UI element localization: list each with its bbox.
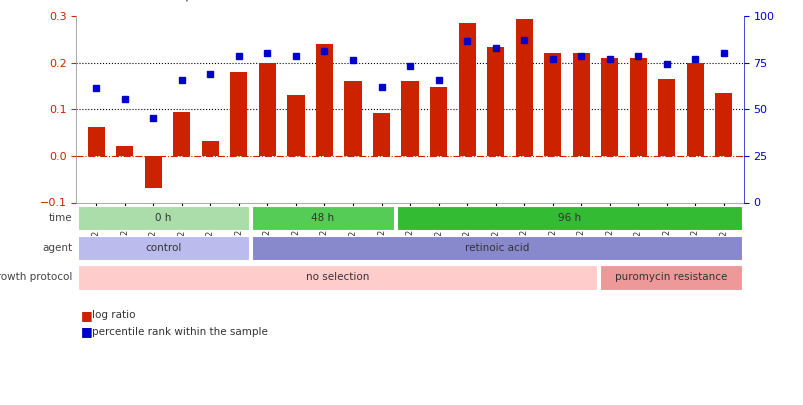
Bar [78,236,249,260]
Text: no selection: no selection [305,273,369,282]
Text: ■: ■ [80,325,92,338]
Bar [487,47,503,156]
Bar [78,206,249,230]
Bar [629,58,646,156]
Text: agent: agent [43,243,72,253]
Text: time: time [49,213,72,223]
Bar [251,206,393,230]
Bar [458,23,475,156]
Bar [715,93,732,156]
Bar [686,63,703,156]
Text: retinoic acid: retinoic acid [464,243,528,253]
Text: percentile rank within the sample: percentile rank within the sample [92,327,268,337]
Bar [88,127,104,156]
Bar [601,58,618,156]
Bar [230,72,247,156]
Bar [599,265,741,290]
Text: log ratio: log ratio [92,311,136,320]
Text: 48 h: 48 h [311,213,334,223]
Bar [658,79,675,156]
Bar [116,146,133,156]
Bar [173,112,190,156]
Text: puromycin resistance: puromycin resistance [614,273,727,282]
Bar [572,53,589,156]
Bar [430,87,446,156]
Bar [78,265,597,290]
Bar [259,63,275,156]
Bar [373,113,389,156]
Bar [401,81,418,156]
Bar [145,156,161,188]
Text: GDS799 / 9202: GDS799 / 9202 [124,0,230,2]
Bar [515,19,532,156]
Bar [251,236,741,260]
Bar [344,81,361,156]
Text: 96 h: 96 h [557,213,581,223]
Bar [316,44,332,156]
Bar [202,141,218,156]
Text: growth protocol: growth protocol [0,273,72,282]
Text: 0 h: 0 h [155,213,171,223]
Text: ■: ■ [80,309,92,322]
Text: control: control [145,243,181,253]
Bar [544,53,560,156]
Bar [397,206,741,230]
Bar [287,96,304,156]
